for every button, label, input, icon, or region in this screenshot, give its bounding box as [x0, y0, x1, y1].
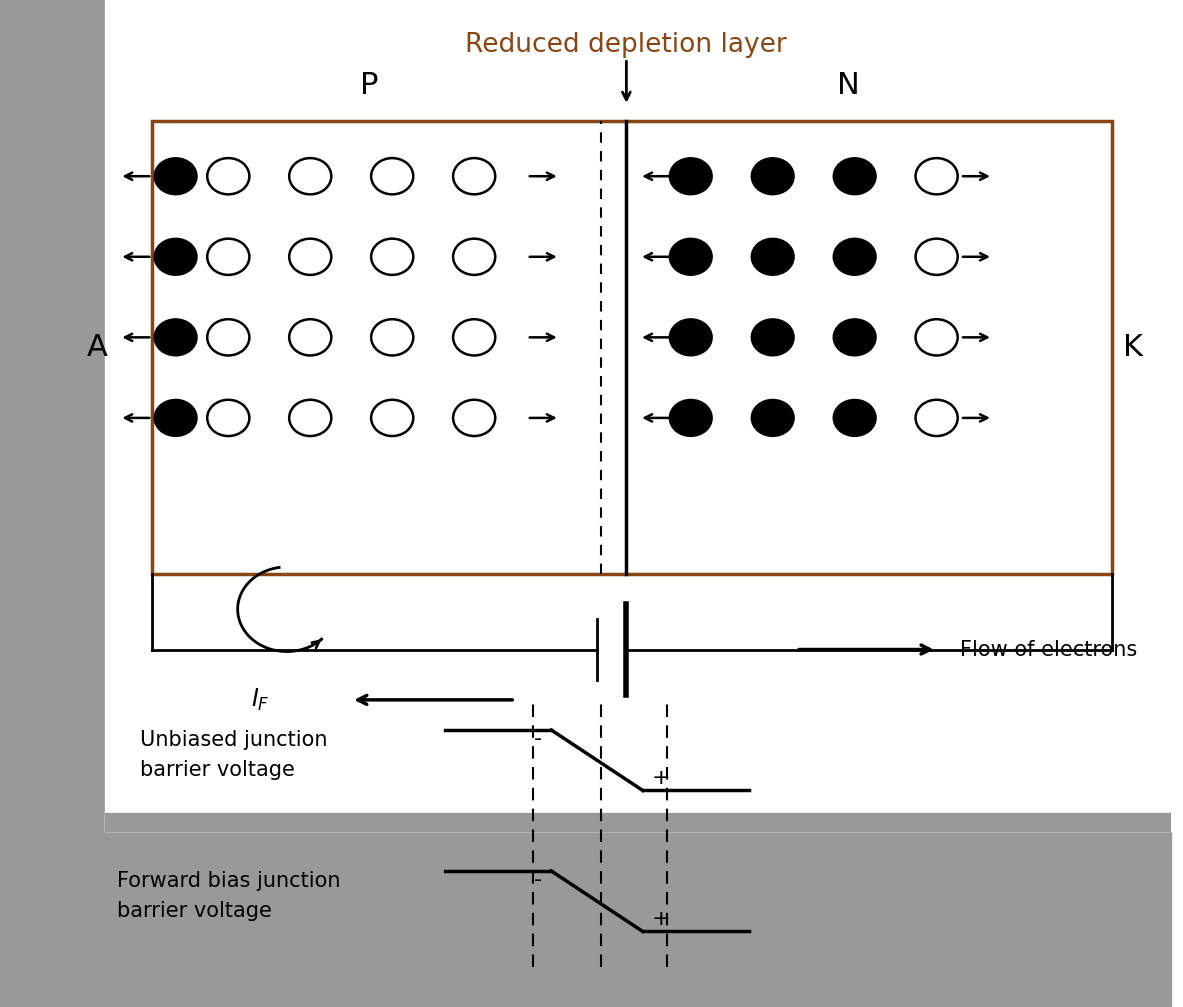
Bar	[0, 0, 105, 1007]
Circle shape	[916, 400, 958, 436]
Circle shape	[670, 319, 712, 355]
Circle shape	[207, 400, 250, 436]
Circle shape	[155, 239, 196, 275]
Circle shape	[289, 400, 331, 436]
Circle shape	[207, 319, 250, 355]
Text: -: -	[534, 870, 542, 890]
Text: A: A	[86, 333, 108, 362]
Text: Unbiased junction: Unbiased junction	[141, 730, 328, 750]
Circle shape	[670, 239, 712, 275]
Bar	[105, 813, 1171, 831]
Circle shape	[371, 400, 413, 436]
Text: -: -	[534, 729, 542, 749]
Text: Flow of electrons: Flow of electrons	[961, 639, 1137, 660]
Circle shape	[453, 239, 496, 275]
Text: P: P	[360, 71, 379, 100]
Text: Forward bias junction: Forward bias junction	[117, 871, 341, 891]
Circle shape	[916, 319, 958, 355]
Circle shape	[751, 158, 794, 194]
Circle shape	[916, 158, 958, 194]
Circle shape	[834, 319, 875, 355]
Circle shape	[289, 158, 331, 194]
Circle shape	[155, 319, 196, 355]
Circle shape	[371, 239, 413, 275]
Circle shape	[834, 400, 875, 436]
Circle shape	[289, 319, 331, 355]
Text: barrier voltage: barrier voltage	[117, 901, 272, 921]
Circle shape	[751, 319, 794, 355]
Circle shape	[751, 400, 794, 436]
Text: Reduced depletion layer: Reduced depletion layer	[465, 32, 787, 58]
Circle shape	[751, 239, 794, 275]
Text: +: +	[652, 768, 671, 788]
Circle shape	[670, 400, 712, 436]
Text: $I_F$: $I_F$	[251, 687, 270, 713]
Text: N: N	[838, 71, 860, 100]
Circle shape	[453, 400, 496, 436]
Circle shape	[207, 158, 250, 194]
Circle shape	[371, 158, 413, 194]
Bar	[105, 831, 1171, 1007]
Circle shape	[155, 158, 196, 194]
Circle shape	[371, 319, 413, 355]
Circle shape	[207, 239, 250, 275]
Circle shape	[155, 400, 196, 436]
Circle shape	[834, 158, 875, 194]
Bar	[105, 813, 1171, 831]
Bar	[153, 121, 1112, 574]
Text: +: +	[652, 909, 671, 929]
Circle shape	[916, 239, 958, 275]
Bar	[105, 0, 1171, 831]
Text: barrier voltage: barrier voltage	[141, 760, 296, 780]
Circle shape	[834, 239, 875, 275]
Circle shape	[289, 239, 331, 275]
Circle shape	[453, 319, 496, 355]
Text: K: K	[1124, 333, 1143, 362]
Circle shape	[453, 158, 496, 194]
Circle shape	[670, 158, 712, 194]
